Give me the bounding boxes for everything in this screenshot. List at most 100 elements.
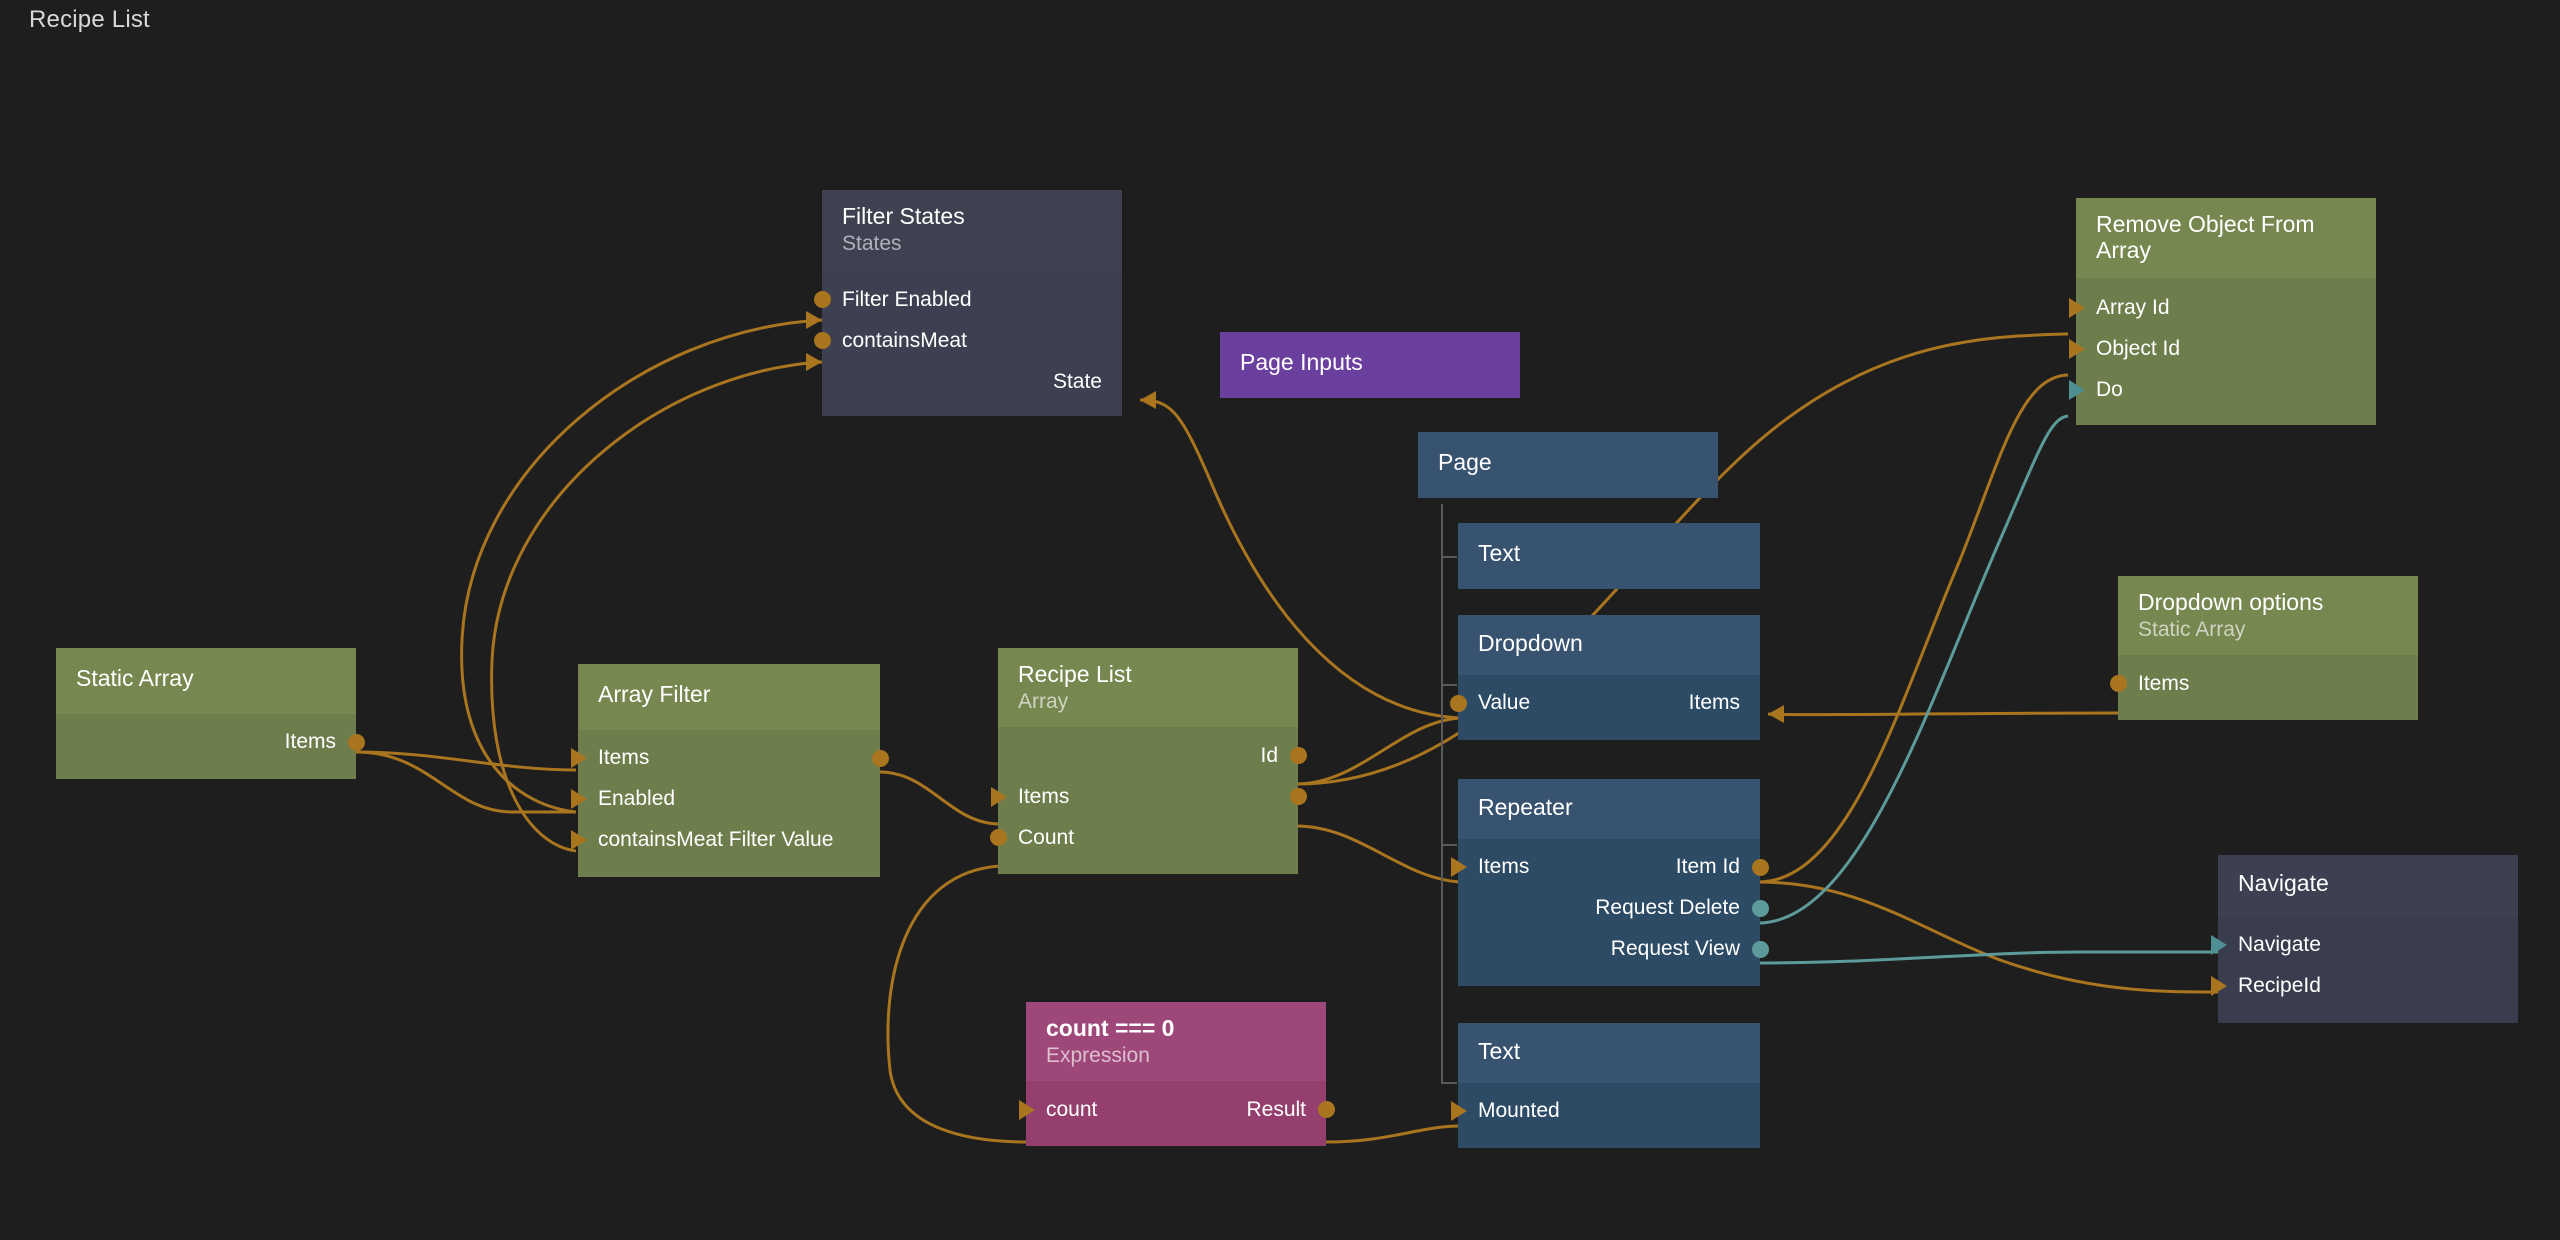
page-tree-rail xyxy=(1441,504,1443,1084)
node-body: Items xyxy=(2109,655,2418,721)
node-filter-states[interactable]: Filter States States Filter Enabled cont… xyxy=(813,190,1122,417)
node-title: Dropdown xyxy=(1478,630,1583,656)
port-contains-meat[interactable]: containsMeat xyxy=(813,320,1122,361)
port-array-filter-items[interactable]: Items xyxy=(571,738,889,779)
node-header: Page Inputs xyxy=(1220,332,1520,398)
node-title: Text xyxy=(1478,540,1521,566)
node-body: Id Items Count xyxy=(989,727,1307,875)
port-repeater-items-itemid[interactable]: Items Item Id xyxy=(1451,847,1769,888)
node-subtitle: States xyxy=(842,231,902,255)
port-filter-enabled[interactable]: Filter Enabled xyxy=(813,279,1122,320)
port-label: Enabled xyxy=(598,787,676,811)
port-dropdown-options-items[interactable]: Items xyxy=(2109,663,2418,704)
port-label: containsMeat xyxy=(842,328,967,352)
node-header: Text xyxy=(1458,523,1760,589)
node-header: Navigate xyxy=(2218,855,2518,917)
page-tree-tick-dropdown xyxy=(1441,684,1457,686)
port-contains-meat-filter-value[interactable]: containsMeat Filter Value xyxy=(571,820,880,861)
node-dropdown-options[interactable]: Dropdown options Static Array Items xyxy=(2109,576,2418,721)
port-label: Items xyxy=(284,730,336,754)
page-title: Recipe List xyxy=(29,6,150,33)
port-label: Items xyxy=(598,746,650,770)
node-header: count === 0 Expression xyxy=(1026,1002,1326,1082)
node-header: Text xyxy=(1458,1023,1760,1083)
node-body: count Result xyxy=(1019,1081,1335,1147)
port-label: containsMeat Filter Value xyxy=(598,828,834,852)
node-title: Page xyxy=(1438,449,1492,475)
port-label-items: Items xyxy=(1688,691,1740,715)
node-navigate[interactable]: Navigate Navigate RecipeId xyxy=(2211,855,2518,1023)
node-header: Remove Object From Array xyxy=(2076,198,2376,278)
port-label: Items xyxy=(1018,784,1070,808)
node-header: Recipe List Array xyxy=(998,648,1298,728)
port-recipe-list-count[interactable]: Count xyxy=(989,817,1298,858)
port-label: Mounted xyxy=(1478,1099,1560,1123)
node-page-inputs[interactable]: Page Inputs xyxy=(1220,332,1520,398)
node-title: Page Inputs xyxy=(1240,349,1363,375)
port-label-value: Value xyxy=(1478,691,1531,715)
node-header: Dropdown xyxy=(1458,615,1760,675)
port-label: Id xyxy=(1260,743,1278,767)
page-tree-tick-text xyxy=(1441,556,1457,558)
node-body: Items xyxy=(56,713,365,779)
port-state[interactable]: State xyxy=(822,361,1122,402)
node-header: Static Array xyxy=(56,648,356,714)
node-body: Mounted xyxy=(1451,1082,1760,1148)
node-array-filter[interactable]: Array Filter Items Enabled containsMeat … xyxy=(571,664,889,877)
node-expression[interactable]: count === 0 Expression count Result xyxy=(1019,1002,1335,1147)
node-title: Text xyxy=(1478,1038,1521,1064)
node-static-array[interactable]: Static Array Items xyxy=(56,648,365,779)
node-repeater[interactable]: Repeater Items Item Id Request Delete Re… xyxy=(1451,779,1769,986)
port-array-id[interactable]: Array Id xyxy=(2069,288,2376,329)
port-recipe-list-id[interactable]: Id xyxy=(998,735,1307,776)
node-remove-object-from-array[interactable]: Remove Object From Array Array Id Object… xyxy=(2069,198,2376,425)
port-label-count: count xyxy=(1046,1097,1098,1121)
node-body: Value Items xyxy=(1449,674,1760,740)
port-label: Request View xyxy=(1610,937,1740,961)
port-label: Count xyxy=(1018,825,1075,849)
port-array-filter-enabled[interactable]: Enabled xyxy=(571,779,880,820)
port-label: Filter Enabled xyxy=(842,287,972,311)
page-tree-tick-text-bottom xyxy=(1441,1082,1457,1084)
port-label-result: Result xyxy=(1246,1097,1306,1121)
port-label-item-id: Item Id xyxy=(1675,855,1740,879)
port-label: State xyxy=(1052,369,1102,393)
port-static-array-items[interactable]: Items xyxy=(56,722,365,763)
node-subtitle: Static Array xyxy=(2138,617,2246,641)
port-label: Object Id xyxy=(2096,337,2181,360)
port-dropdown-value-items[interactable]: Value Items xyxy=(1449,683,1760,724)
node-header: Filter States States xyxy=(822,190,1122,270)
node-recipe-list[interactable]: Recipe List Array Id Items Count xyxy=(989,648,1307,875)
node-body: Array Id Object Id Do xyxy=(2069,277,2376,425)
port-recipe-id[interactable]: RecipeId xyxy=(2211,966,2518,1007)
node-text-bottom[interactable]: Text Mounted xyxy=(1451,1023,1760,1148)
port-navigate[interactable]: Navigate xyxy=(2211,925,2518,966)
port-mounted[interactable]: Mounted xyxy=(1451,1091,1760,1132)
node-page[interactable]: Page xyxy=(1418,432,1718,498)
node-title: Static Array xyxy=(76,665,194,691)
port-object-id[interactable]: Object Id xyxy=(2069,329,2376,370)
port-label: Array Id xyxy=(2096,296,2170,319)
node-body: Items Enabled containsMeat Filter Value xyxy=(571,729,889,877)
port-label: Items xyxy=(2138,671,2190,695)
port-label: Request Delete xyxy=(1595,896,1740,920)
port-do[interactable]: Do xyxy=(2069,370,2376,411)
port-label: RecipeId xyxy=(2238,974,2321,998)
node-body: Filter Enabled containsMeat State xyxy=(813,269,1122,417)
node-title: Filter States xyxy=(842,203,965,229)
node-text-top[interactable]: Text xyxy=(1458,523,1760,589)
port-recipe-list-items[interactable]: Items xyxy=(991,776,1307,817)
node-title: Remove Object From Array xyxy=(2096,211,2315,263)
node-subtitle: Array xyxy=(1018,689,1069,713)
port-request-view[interactable]: Request View xyxy=(1458,929,1769,970)
node-title: Array Filter xyxy=(598,681,711,707)
port-request-delete[interactable]: Request Delete xyxy=(1458,888,1769,929)
node-title: Navigate xyxy=(2238,870,2329,896)
port-expression-count-result[interactable]: count Result xyxy=(1019,1089,1335,1130)
node-dropdown[interactable]: Dropdown Value Items xyxy=(1449,615,1760,740)
port-label-items: Items xyxy=(1478,855,1530,879)
node-title: Dropdown options xyxy=(2138,589,2324,615)
page-tree-tick-repeater xyxy=(1441,844,1457,846)
node-header: Repeater xyxy=(1458,779,1760,839)
